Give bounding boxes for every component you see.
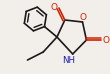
Text: O: O [50,3,58,11]
Text: NH: NH [62,56,75,65]
Text: O: O [103,36,110,44]
Text: O: O [80,13,87,22]
